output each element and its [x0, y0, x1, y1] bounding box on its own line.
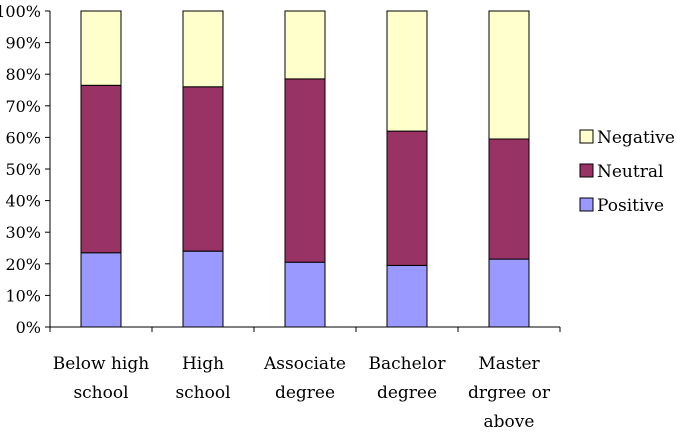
x-category-label-line: Below high	[53, 354, 149, 374]
bar-segment-positive-0	[80, 252, 122, 328]
x-category-label-line: school	[73, 383, 128, 403]
y-tick-label: 100%	[0, 2, 41, 21]
x-category-label-line: above	[484, 412, 535, 432]
bar-segment-positive-4	[488, 258, 530, 328]
x-category-label: Bachelor degree	[369, 354, 447, 403]
x-category-label-line: Associate	[263, 354, 346, 374]
bar-segment-negative-2	[284, 10, 326, 80]
bar-segment-neutral-0	[80, 84, 122, 254]
x-category-label-line: Master	[478, 354, 540, 374]
x-category-label-line: High	[182, 354, 224, 374]
x-category-label: Master drgree or above	[468, 354, 551, 432]
y-tick-label: 90%	[5, 34, 41, 53]
legend-swatch-negative	[579, 129, 594, 144]
legend-label-negative: Negative	[597, 128, 675, 148]
bar-segment-neutral-4	[488, 138, 530, 260]
y-tick-label: 60%	[5, 128, 41, 147]
legend-swatch-positive	[579, 197, 594, 212]
bar-segment-positive-3	[386, 264, 428, 328]
legend-swatch-neutral	[579, 163, 594, 178]
x-category-label: High school	[175, 354, 230, 403]
y-tick-label: 20%	[5, 255, 41, 274]
x-category-label: Below high school	[53, 354, 149, 403]
y-axis: 0% 10% 20% 30% 40% 50% 60% 70% 80% 90% 100%	[0, 2, 51, 337]
y-tick-label: 40%	[5, 192, 41, 211]
legend-label-positive: Positive	[597, 196, 664, 216]
bar-segment-negative-3	[386, 10, 428, 132]
bar-segment-neutral-1	[182, 86, 224, 252]
y-tick-label: 70%	[5, 97, 41, 116]
x-category-label-line: degree	[275, 383, 335, 403]
legend: Negative Neutral Positive	[579, 128, 675, 216]
bar-segment-negative-1	[182, 10, 224, 88]
y-tick-label: 30%	[5, 223, 41, 242]
legend-label-neutral: Neutral	[597, 162, 663, 182]
bar-segment-neutral-3	[386, 130, 428, 266]
y-tick-label: 0%	[16, 318, 41, 337]
x-category-label-line: school	[175, 383, 230, 403]
x-category-label-line: drgree or	[468, 383, 551, 403]
x-category-label: Associate degree	[263, 354, 346, 403]
x-category-label-line: degree	[377, 383, 437, 403]
bar-segment-positive-1	[182, 250, 224, 328]
y-tick-label: 80%	[5, 65, 41, 84]
bar-segment-negative-0	[80, 10, 122, 86]
plot-area	[80, 10, 530, 328]
x-axis: Below high school High school Associate degre…	[49, 326, 561, 432]
bar-segment-negative-4	[488, 10, 530, 140]
y-tick-label: 50%	[5, 160, 41, 179]
bar-segment-neutral-2	[284, 78, 326, 263]
bar-segment-positive-2	[284, 261, 326, 328]
y-tick-label: 10%	[5, 286, 41, 305]
x-category-label-line: Bachelor	[369, 354, 447, 374]
